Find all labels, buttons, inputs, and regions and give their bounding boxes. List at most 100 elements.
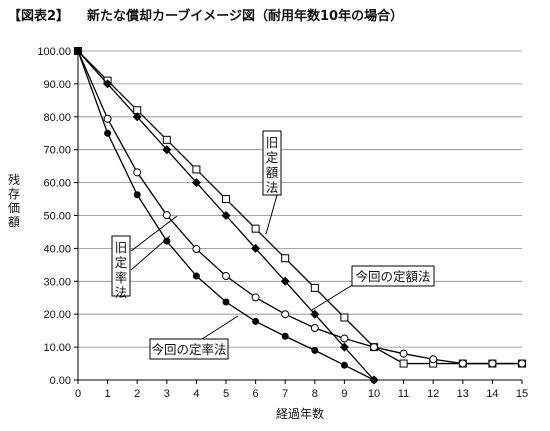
new-declining-point [340,361,348,369]
old-declining-point [310,324,319,333]
annotation-box [111,235,131,297]
old-declining-point [340,334,349,343]
svg-text:残存価額: 残存価額 [8,173,20,229]
new-declining-series [74,47,378,384]
x-tick-label: 1 [105,388,111,400]
new-declining-point [370,376,378,384]
new-declining-point [74,47,82,55]
x-tick-label: 15 [516,388,528,400]
x-tick-label: 8 [312,388,318,400]
y-axis-label: 残存価額 [8,173,20,229]
x-tick-label: 4 [193,388,199,400]
grid-lines [78,50,522,348]
y-tick-label: 20.00 [43,309,71,321]
figure-label: 【図表2】 [8,9,70,24]
leader-line [311,283,355,311]
old-straight-line-point [281,254,290,263]
leader-line [201,315,239,340]
old-straight-line-point [310,283,319,292]
annotation-old-declining: 旧定率法 [115,240,128,300]
new-straight-line-point [191,178,201,188]
new-declining-point [192,272,200,280]
annotation-box [262,130,282,196]
x-tick-label: 7 [282,388,288,400]
x-tick-label: 6 [253,388,259,400]
new-straight-line-point [103,79,113,89]
new-straight-line-point [221,211,231,220]
y-tick-label: 70.00 [43,145,71,157]
new-straight-line-point [162,145,172,155]
old-declining-point [518,359,526,368]
annotation-new-declining: 今回の定率法 [151,342,226,357]
new-straight-line-point [251,243,261,253]
old-straight-line-point [192,165,201,174]
old-declining-point [488,359,497,368]
axes [74,50,523,384]
new-declining-point [281,332,289,340]
x-tick-label: 14 [486,388,498,400]
old-straight-line-point [399,359,408,368]
x-tick-label: 13 [457,388,469,400]
y-tick-label: 100.00 [37,46,71,58]
old-straight-line-line [77,50,522,365]
old-declining-point [251,293,260,302]
new-straight-line-point [339,342,349,352]
y-tick-label: 80.00 [43,112,71,124]
old-declining-point [429,355,438,364]
new-declining-point [163,237,171,245]
new-declining-point [133,191,141,199]
old-declining-point [192,245,201,254]
x-tick-label: 10 [368,388,380,400]
old-declining-point [370,343,378,352]
new-declining-point [252,317,260,325]
x-tick-label: 12 [427,388,439,400]
y-tick-label: 10.00 [43,342,71,354]
old-straight-line-point [251,224,260,233]
x-tick-label: 5 [223,388,229,400]
x-tick-label: 2 [134,388,140,400]
old-declining-point [133,168,142,177]
y-tick-label: 50.00 [43,211,71,223]
annotation-box [149,338,229,360]
old-declining-point [162,211,171,220]
annotation-new-straight-line: 今回の定額法 [355,269,430,284]
x-axis-label: 経過年数 [276,406,324,421]
old-straight-line-point [162,135,171,144]
annotation-old-straight-line: 旧定額法 [266,135,279,195]
new-declining-point [104,129,112,137]
old-declining-point [399,349,408,358]
annotation-box [351,265,435,287]
old-declining-point [222,272,230,281]
series-group [73,46,526,385]
y-tick-label: 90.00 [43,79,71,91]
leader-line [130,235,171,271]
old-declining-point [103,114,112,123]
y-tick-label: 40.00 [43,243,71,255]
figure-title: 【図表2】 新たな償却カーブイメージ図（耐用年数10年の場合） [8,5,421,24]
old-straight-line-point [340,313,349,322]
y-tick-label: 0.00 [50,375,71,387]
x-tick-label: 3 [164,388,170,400]
y-tick-labels: 0.00 10.00 20.00 30.00 40.00 50.00 60.00 70.00 8… [37,46,71,387]
leader-line [130,215,178,252]
old-declining-point [281,310,290,319]
old-declining-series [74,47,526,368]
new-declining-point [311,346,319,354]
x-tick-label: 9 [341,388,347,400]
new-straight-line-point [132,112,142,122]
x-tick-label: 11 [398,388,409,400]
x-tick-label: 0 [75,388,81,400]
y-tick-label: 60.00 [43,178,71,190]
new-straight-line-point [310,309,320,319]
leader-line [265,194,278,235]
old-straight-line-series [74,47,526,368]
new-straight-line-point [280,276,290,286]
new-declining-point [222,298,230,306]
x-tick-labels: 0 1 2 3 4 5 6 7 8 9 10 11 12 13 14 15 [75,388,528,400]
old-declining-point [458,359,467,368]
old-declining-line [77,50,522,365]
old-straight-line-point [222,195,230,204]
